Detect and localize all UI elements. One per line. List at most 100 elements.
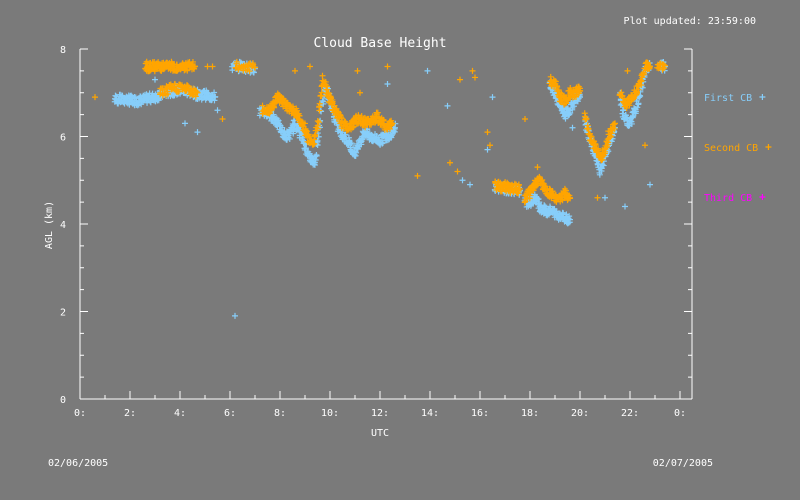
data-point [388, 132, 395, 139]
x-tick-label: 10: [321, 408, 339, 419]
data-point [642, 142, 648, 149]
data-point [112, 92, 119, 99]
data-point [274, 116, 281, 123]
data-point [331, 102, 338, 109]
legend: First CB Second CB Third CB [704, 93, 772, 204]
x-tick-label: 0: [74, 408, 86, 419]
data-point [229, 67, 236, 74]
data-point [312, 157, 319, 164]
data-point [484, 146, 491, 153]
data-point [306, 133, 313, 140]
data-point [484, 129, 491, 136]
y-tick-label: 2 [60, 308, 66, 319]
x-tick-label: 2: [124, 408, 136, 419]
data-point [336, 111, 343, 118]
data-point [358, 138, 365, 145]
data-point [547, 73, 554, 80]
data-point [194, 89, 201, 96]
y-tick-label: 0 [60, 395, 66, 406]
data-point [352, 152, 359, 159]
end-date-label: 02/07/2005 [653, 458, 713, 469]
data-point [577, 85, 583, 92]
data-point [553, 208, 560, 215]
data-point [622, 203, 628, 210]
data-point [592, 140, 599, 147]
data-point [313, 151, 320, 158]
data-point [157, 91, 164, 98]
data-point [567, 110, 574, 117]
data-point [447, 159, 453, 166]
data-point [489, 94, 496, 101]
data-point [444, 102, 451, 109]
x-tick-label: 12: [371, 408, 389, 419]
data-point [357, 89, 363, 96]
data-point [358, 113, 365, 120]
data-point [189, 58, 196, 65]
data-point [314, 137, 321, 144]
data-point [562, 115, 569, 122]
data-point [554, 83, 561, 90]
data-point [647, 181, 653, 188]
data-point [662, 62, 668, 69]
legend-marker [759, 94, 766, 100]
x-tick-label: 22: [621, 408, 639, 419]
data-point [630, 96, 637, 103]
series-second-cb [92, 58, 668, 206]
legend-marker [759, 194, 766, 200]
data-point [472, 74, 478, 81]
data-point [134, 102, 141, 109]
data-point [392, 124, 398, 131]
y-tick-label: 4 [60, 220, 66, 231]
data-point [549, 188, 556, 195]
data-point [457, 76, 463, 83]
legend-label: Third CB [704, 193, 752, 204]
data-point [319, 97, 326, 104]
data-point [469, 67, 476, 74]
data-point [214, 107, 221, 114]
axis-ticks [79, 48, 692, 400]
data-point [389, 120, 396, 127]
data-point [535, 196, 542, 203]
data-point [630, 113, 637, 120]
data-point [348, 140, 355, 147]
data-point [467, 181, 473, 188]
data-point [302, 145, 309, 152]
data-point [534, 164, 541, 171]
data-point [608, 138, 615, 145]
data-point [384, 81, 391, 87]
data-point [635, 101, 642, 108]
data-point [204, 90, 211, 97]
data-point [511, 180, 518, 187]
x-tick-label: 20: [571, 408, 589, 419]
x-tick-label: 0: [674, 408, 686, 419]
plot-updated-label: Plot updated: 23:59:00 [624, 16, 756, 27]
data-point [192, 63, 198, 70]
data-point [342, 131, 349, 138]
data-point [212, 94, 218, 101]
data-point [611, 121, 618, 128]
data-point [539, 176, 546, 183]
data-point [233, 58, 240, 65]
data-point [517, 186, 523, 192]
data-point [534, 195, 541, 202]
data-point [647, 63, 653, 70]
data-point [209, 63, 216, 70]
data-point [414, 172, 421, 179]
data-point [312, 132, 319, 139]
data-point [92, 94, 98, 101]
data-point [388, 121, 395, 128]
x-tick-label: 16: [471, 408, 489, 419]
data-point [620, 107, 627, 114]
data-point [341, 135, 348, 142]
data-point [259, 102, 266, 109]
chart-title: Cloud Base Height [313, 36, 446, 51]
data-point [192, 93, 199, 100]
data-point [588, 133, 595, 140]
data-point [567, 194, 573, 201]
data-point [350, 123, 357, 130]
data-point [583, 116, 590, 123]
data-point [354, 146, 361, 153]
data-point [318, 89, 325, 96]
data-point [163, 85, 170, 92]
